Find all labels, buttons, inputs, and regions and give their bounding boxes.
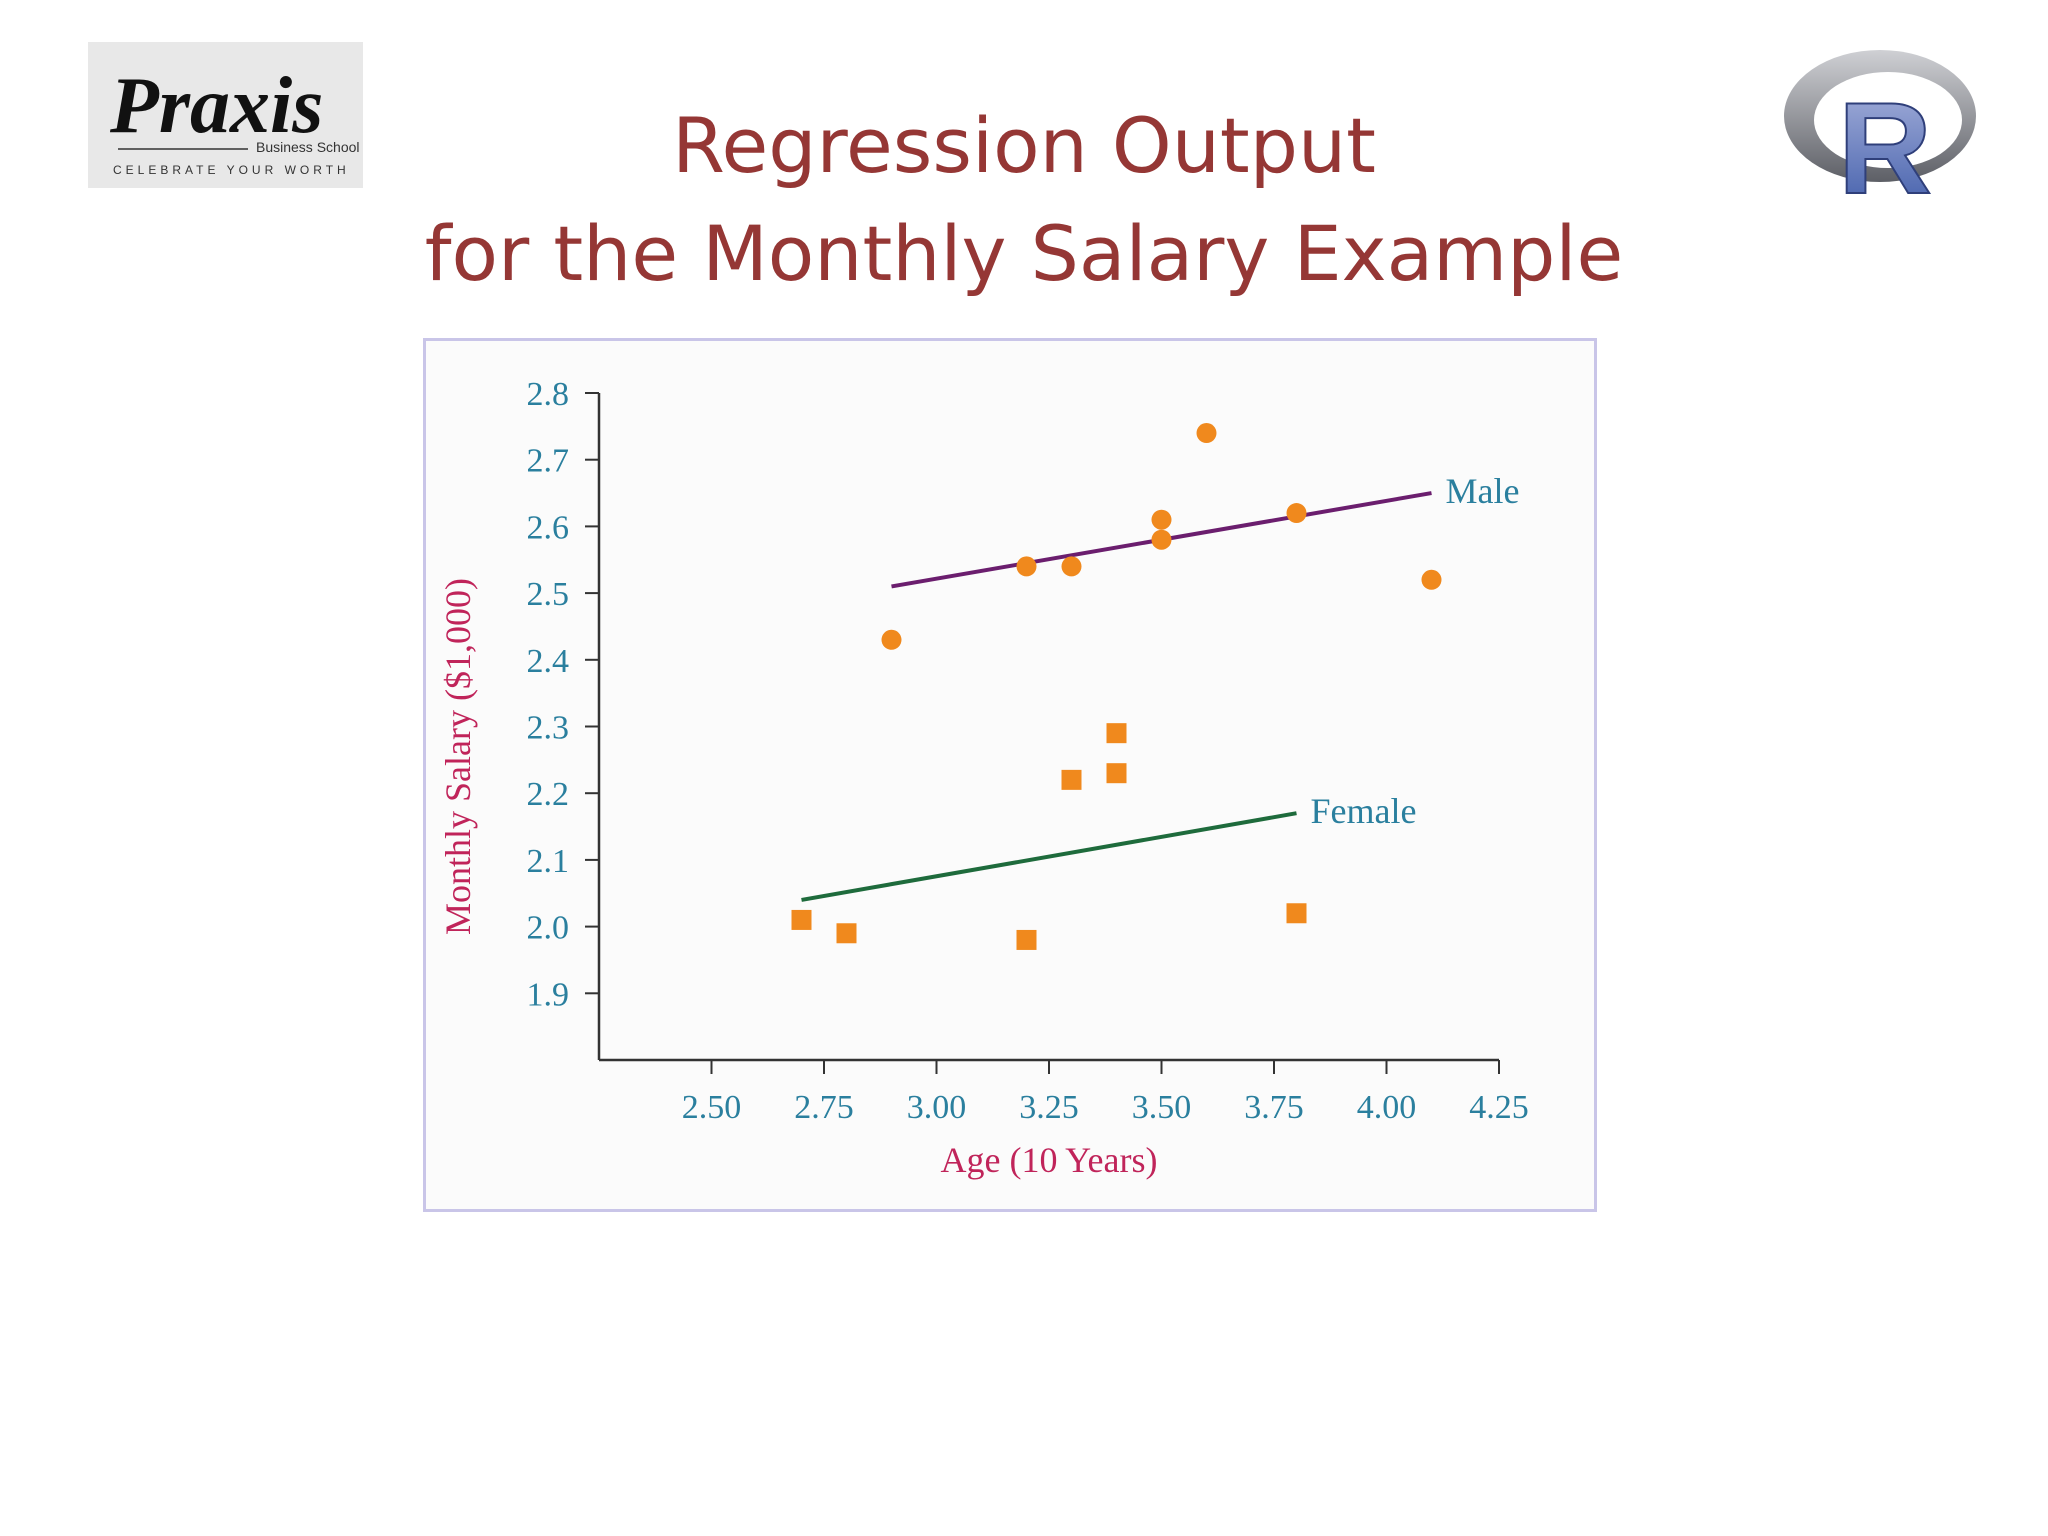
x-tick-label: 2.75 xyxy=(794,1089,854,1126)
scatter-chart: 1.9 2.0 2.1 2.2 2.3 2.4 2.5 2.6 2.7 2.8 2.50 2.75 3.… xyxy=(438,376,1529,1180)
y-tick-label: 2.4 xyxy=(527,643,570,680)
data-point-female xyxy=(1106,723,1127,744)
data-point-female xyxy=(1016,929,1037,950)
fit-line-female xyxy=(801,811,1297,902)
chart-frame: 1.9 2.0 2.1 2.2 2.3 2.4 2.5 2.6 2.7 2.8 2.50 2.75 3.… xyxy=(423,338,1597,1212)
r-logo-graphic: R xyxy=(1784,50,1976,222)
data-point-male xyxy=(881,629,902,650)
y-tick-label: 2.6 xyxy=(527,509,570,546)
data-point-female xyxy=(836,923,857,944)
title-line-1: Regression Output xyxy=(672,101,1376,190)
data-point-male xyxy=(1016,556,1037,577)
y-tick-label: 2.7 xyxy=(527,443,570,480)
y-tick-label: 1.9 xyxy=(527,976,570,1013)
r-logo: R xyxy=(1780,38,1986,222)
x-tick-label: 3.25 xyxy=(1019,1089,1079,1126)
praxis-logo: Praxis Business School CELEBRATE YOUR WO… xyxy=(88,42,363,188)
svg-text:CELEBRATE YOUR WORTH: CELEBRATE YOUR WORTH xyxy=(113,163,350,177)
series-label-male: Male xyxy=(1446,471,1520,511)
data-point-male xyxy=(1151,509,1172,530)
y-tick-label: 2.1 xyxy=(527,843,570,880)
y-tick-label: 2.3 xyxy=(527,710,570,747)
data-point-female xyxy=(1286,903,1307,924)
x-tick-label: 4.00 xyxy=(1357,1089,1417,1126)
y-tick-label: 2.0 xyxy=(527,910,570,947)
x-tick-label: 3.75 xyxy=(1244,1089,1304,1126)
y-tick-label: 2.5 xyxy=(527,576,570,613)
data-point-male xyxy=(1061,556,1082,577)
data-point-male xyxy=(1421,569,1442,590)
data-point-female xyxy=(1106,763,1127,784)
data-point-male xyxy=(1196,423,1217,444)
y-axis-label: Monthly Salary ($1,000) xyxy=(438,578,478,935)
svg-text:Praxis: Praxis xyxy=(109,62,323,150)
svg-text:R: R xyxy=(1838,75,1932,208)
praxis-logo-graphic: Praxis Business School CELEBRATE YOUR WO… xyxy=(109,62,360,177)
data-point-male xyxy=(1151,529,1172,550)
data-point-female xyxy=(791,909,812,930)
x-tick-label: 2.50 xyxy=(682,1089,742,1126)
y-tick-label: 2.2 xyxy=(527,776,570,813)
x-tick-label: 4.25 xyxy=(1469,1089,1529,1126)
x-tick-label: 3.50 xyxy=(1132,1089,1192,1126)
data-point-male xyxy=(1286,503,1307,524)
svg-text:Business School: Business School xyxy=(256,139,360,155)
x-tick-label: 3.00 xyxy=(907,1089,967,1126)
slide-title: Regression Output for the Monthly Salary… xyxy=(0,92,2048,308)
x-axis-label: Age (10 Years) xyxy=(941,1140,1158,1180)
title-line-2: for the Monthly Salary Example xyxy=(424,209,1624,298)
y-tick-label: 2.8 xyxy=(527,376,570,413)
data-point-female xyxy=(1061,769,1082,790)
series-label-female: Female xyxy=(1311,791,1417,831)
